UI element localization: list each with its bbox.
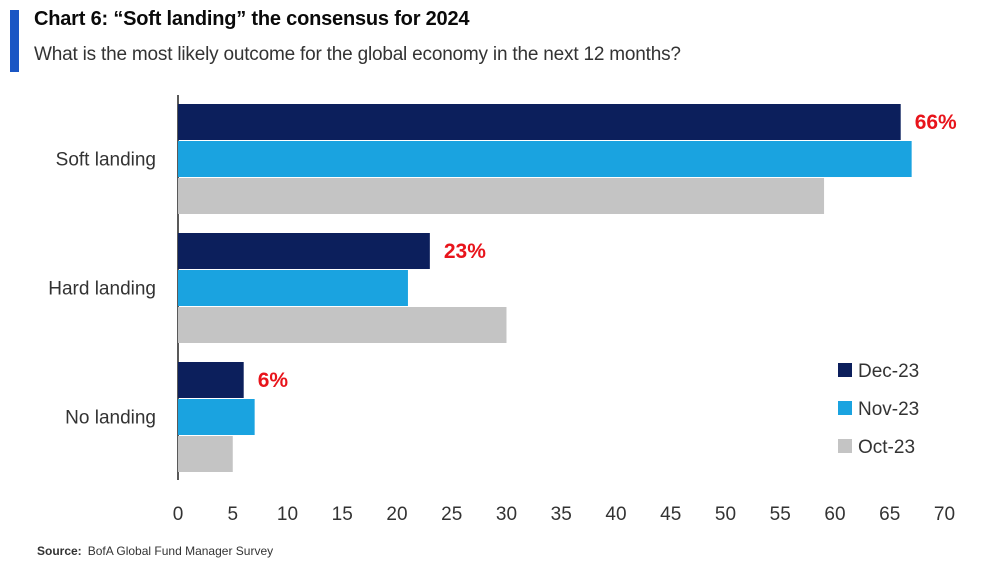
bar-chart: Soft landing 66% Hard landing 23% No landing… — [48, 95, 957, 525]
bar-hard-landing-dec-23 — [178, 233, 430, 269]
legend-label: Dec-23 — [858, 361, 919, 382]
data-label: 6% — [258, 369, 289, 392]
bar-soft-landing-dec-23 — [178, 104, 901, 140]
x-tick-label: 15 — [332, 504, 353, 525]
bar-no-landing-dec-23 — [178, 362, 244, 398]
x-tick-label: 60 — [824, 504, 845, 525]
x-tick-label: 35 — [551, 504, 572, 525]
legend-swatch — [838, 439, 852, 453]
x-tick-label: 20 — [386, 504, 407, 525]
data-label: 23% — [444, 240, 486, 263]
x-tick-label: 25 — [441, 504, 462, 525]
x-tick-label: 50 — [715, 504, 736, 525]
bar-hard-landing-nov-23 — [178, 270, 408, 306]
x-tick-label: 10 — [277, 504, 298, 525]
chart-subtitle: What is the most likely outcome for the … — [34, 44, 681, 65]
data-label: 66% — [915, 111, 957, 134]
legend-swatch — [838, 401, 852, 415]
title-accent-bar — [10, 10, 19, 72]
bar-soft-landing-oct-23 — [178, 178, 825, 214]
legend-label: Nov-23 — [858, 399, 919, 420]
x-tick-label: 40 — [605, 504, 626, 525]
category-label: Soft landing — [56, 150, 156, 171]
bar-hard-landing-oct-23 — [178, 307, 507, 343]
bar-no-landing-nov-23 — [178, 399, 255, 435]
x-tick-label: 0 — [173, 504, 184, 525]
legend-label: Oct-23 — [858, 437, 915, 458]
category-label: Hard landing — [48, 279, 156, 300]
x-tick-label: 65 — [879, 504, 900, 525]
bar-soft-landing-nov-23 — [178, 141, 912, 177]
chart-title: Chart 6: “Soft landing” the consensus fo… — [34, 8, 470, 30]
x-tick-label: 45 — [660, 504, 681, 525]
x-tick-label: 55 — [770, 504, 791, 525]
x-tick-label: 5 — [227, 504, 238, 525]
x-tick-label: 30 — [496, 504, 517, 525]
source-text: BofA Global Fund Manager Survey — [87, 544, 274, 558]
source-label: Source: — [37, 544, 82, 558]
legend-swatch — [838, 363, 852, 377]
category-label: No landing — [65, 408, 156, 429]
x-tick-label: 70 — [934, 504, 955, 525]
source-note: Source: BofA Global Fund Manager Survey — [37, 544, 273, 558]
bar-no-landing-oct-23 — [178, 436, 233, 472]
